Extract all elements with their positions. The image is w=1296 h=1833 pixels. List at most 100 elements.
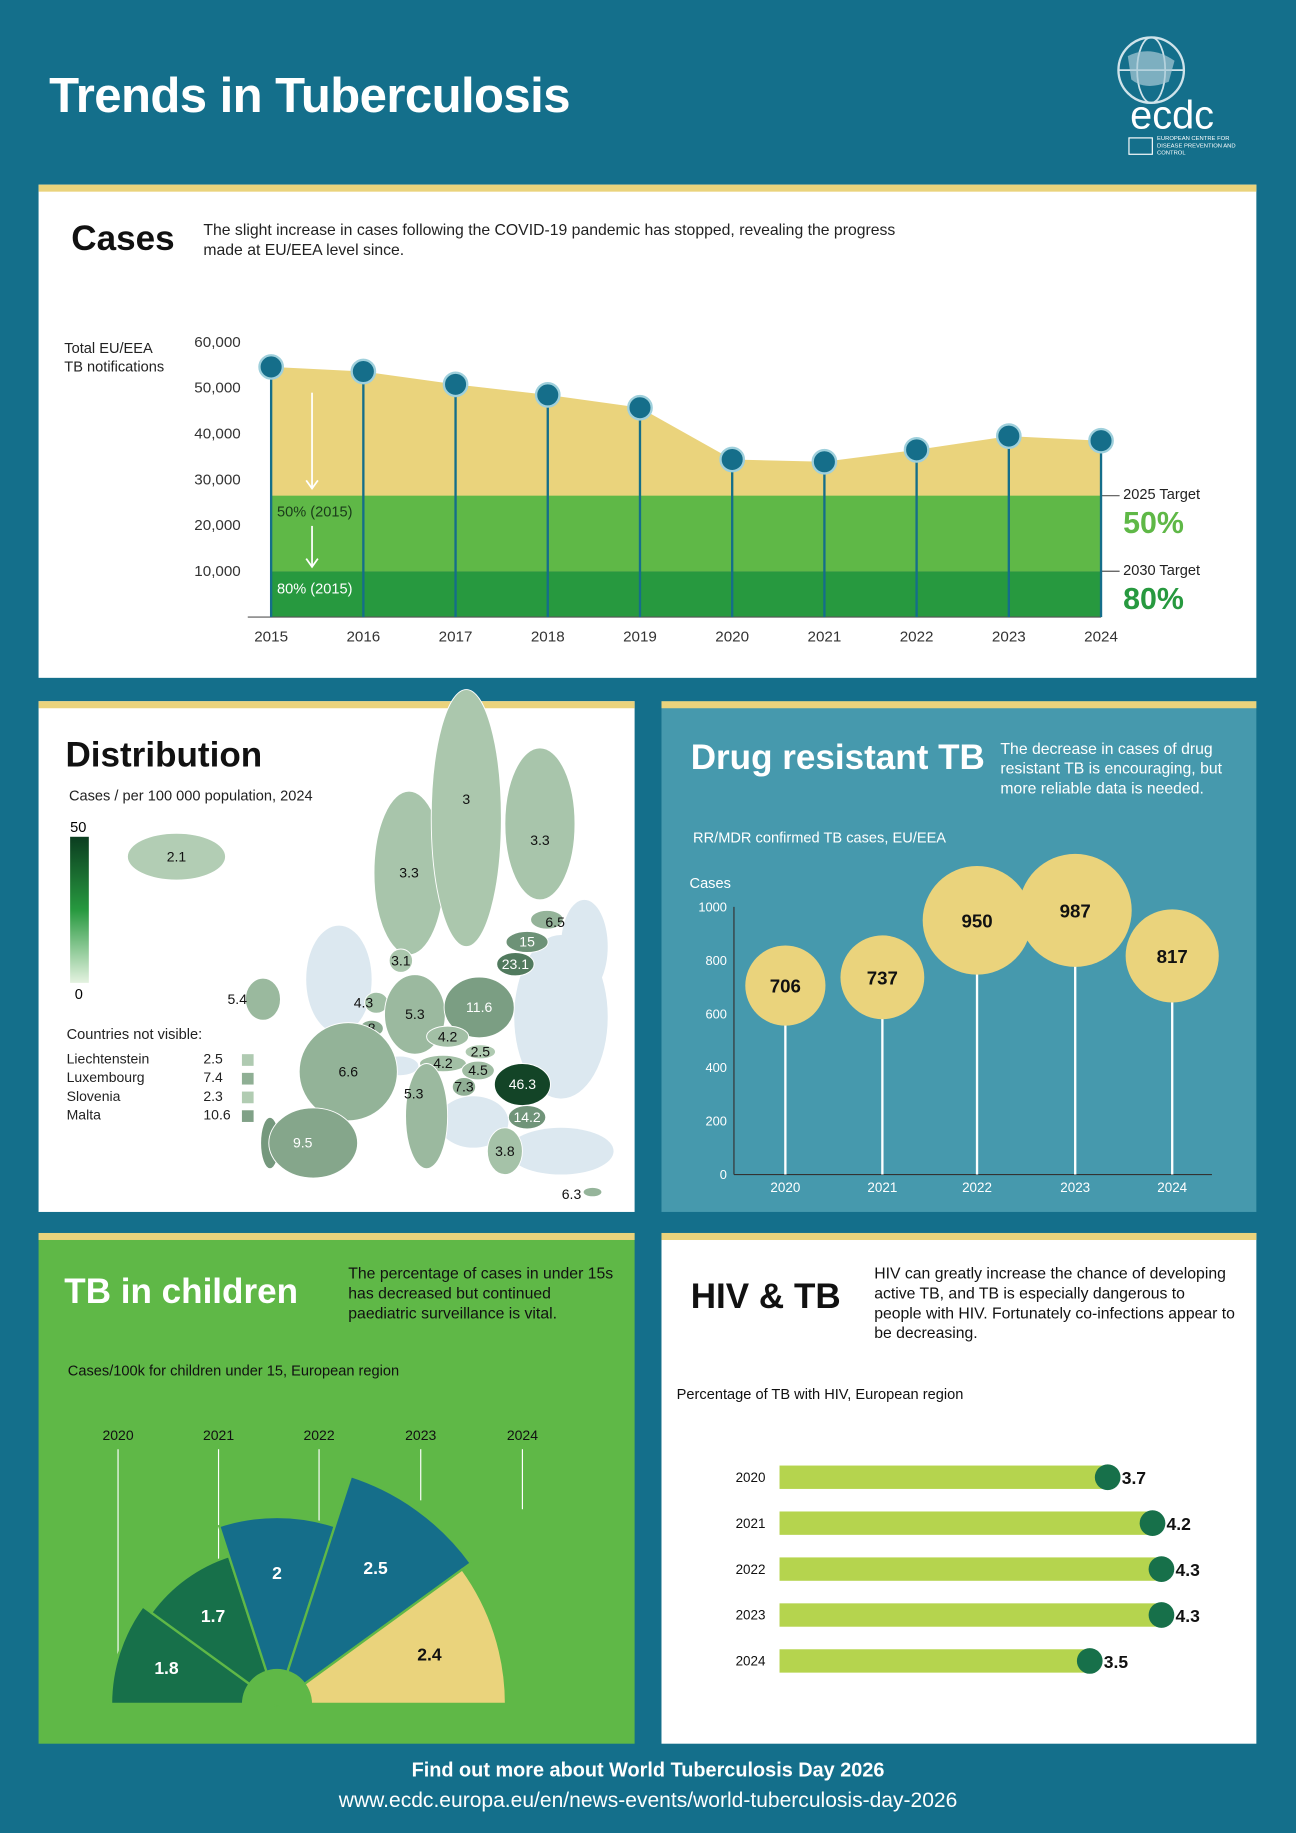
country-hungary	[461, 1060, 495, 1081]
bar-end-dot	[1094, 1464, 1121, 1491]
country-value-label: 2.1	[167, 848, 187, 864]
logo-subtitle: EUROPEAN CENTRE FOR DISEASE PREVENTION A…	[1157, 135, 1236, 157]
country-slovakia	[464, 1044, 496, 1060]
target-band-2030	[271, 571, 1102, 618]
country-latvia	[505, 930, 549, 953]
target-2025-value: 50%	[1123, 504, 1184, 540]
year-label: 2022	[303, 1427, 334, 1443]
drug-chart: Cases 0 200 400 600 800 1000 706 2020 737 2021 950 2…	[690, 853, 1219, 1195]
data-point	[442, 371, 469, 398]
country-value-label: 6.6	[339, 1063, 359, 1079]
year-label: 2023	[405, 1427, 436, 1443]
country-value-label: 4.2	[433, 1055, 453, 1071]
country-italy	[405, 1063, 449, 1170]
year-label: 2022	[736, 1562, 766, 1577]
data-point	[1088, 427, 1114, 454]
page-title: Trends in Tuberculosis	[49, 67, 570, 123]
color-scale-bar	[70, 836, 89, 983]
country-cyprus	[582, 1186, 603, 1198]
country-ireland	[244, 977, 281, 1021]
x-tick-label: 2020	[715, 629, 749, 646]
not-visible-item: Luxembourg 7.4	[67, 1069, 254, 1088]
country-value-label: 13.1	[233, 1135, 260, 1151]
country-value-label: 14.2	[513, 1109, 540, 1125]
country-value: 7.4	[203, 1069, 223, 1086]
country-greece	[486, 1127, 523, 1176]
x-tick-label: 2023	[992, 629, 1026, 646]
x-tick-label: 2018	[531, 629, 565, 646]
hiv-chart: 2020 3.7 2021 4.2 2022 4.3 2023 4.3 2024 3.5	[736, 1464, 1200, 1674]
cases-description: The slight increase in cases following t…	[203, 220, 896, 259]
bubble	[922, 865, 1032, 975]
country-value-label: 4.3	[354, 994, 374, 1010]
country-value-label: 23.1	[502, 956, 529, 972]
x-tick-label: 2017	[439, 629, 473, 646]
children-subtitle: Cases/100k for children under 15, Europe…	[67, 1362, 400, 1380]
non-eu-country	[508, 1127, 614, 1175]
country-sweden	[430, 689, 502, 948]
target-band-2025	[271, 495, 1102, 572]
target-2025-label: 2025 Target	[1123, 486, 1201, 503]
bar-value: 4.3	[1175, 1560, 1200, 1580]
y-tick-label: 1000	[698, 900, 727, 915]
not-visible-title: Countries not visible:	[66, 1026, 203, 1043]
drug-subtitle: RR/MDR confirmed TB cases, EU/EEA	[693, 829, 947, 847]
country-value-label: 11.6	[466, 999, 492, 1015]
wedge	[273, 1567, 508, 1706]
children-chart: 2020 1.8 2021 1.7 2022 2 2023 2.5 2024 2.4	[102, 1426, 539, 1706]
legend-min: 0	[74, 986, 83, 1003]
country-bulgaria	[507, 1105, 547, 1130]
y-tick-label: 200	[705, 1114, 726, 1129]
data-point	[719, 446, 746, 473]
country-czechia	[426, 1025, 470, 1048]
not-visible-list: Liechtenstein 2.5 Luxembourg 7.4 Slovenia 2.3…	[67, 1051, 254, 1126]
drug-title: Drug resistant TB	[690, 738, 985, 778]
bar-value: 4.3	[1175, 1606, 1200, 1626]
country-name: Liechtenstein	[66, 1050, 150, 1068]
country-value-label: 2.5	[471, 1044, 491, 1060]
country-value-label: 7.3	[454, 1079, 474, 1095]
footer-link[interactable]: www.ecdc.europa.eu/en/news-events/world-…	[338, 1788, 958, 1812]
y-tick-label: 800	[705, 953, 726, 968]
country-name: Luxembourg	[66, 1069, 145, 1086]
y-tick-label: 40,000	[194, 425, 240, 442]
y-tick-label: 60,000	[194, 334, 240, 351]
x-tick-label: 2019	[623, 629, 657, 646]
cases-chart: 10,000 20,000 30,000 40,000 50,000 60,000 2015…	[194, 334, 1120, 646]
arrow-down-icon	[305, 558, 319, 569]
ylabel-line: Total EU/EEA	[64, 340, 153, 357]
drug-description: The decrease in cases of drug resistant …	[1000, 739, 1223, 798]
year-label: 2021	[736, 1516, 766, 1531]
country-value: 10.6	[203, 1106, 231, 1124]
data-point	[903, 437, 930, 463]
year-label: 2020	[736, 1470, 766, 1485]
country-value: 2.5	[203, 1050, 223, 1068]
children-title: TB in children	[64, 1272, 299, 1312]
wedge-value: 2	[272, 1563, 282, 1583]
x-tick-label: 2024	[1084, 629, 1118, 646]
y-tick-label: 20,000	[194, 517, 240, 534]
non-eu-country	[560, 899, 608, 994]
country-name: Malta	[66, 1106, 101, 1124]
country-value-label: 5.4	[228, 991, 248, 1007]
year-label: 2023	[736, 1608, 766, 1623]
wedge-value: 2.4	[417, 1644, 442, 1664]
bar-end-dot	[1076, 1648, 1103, 1674]
hiv-subtitle: Percentage of TB with HIV, European regi…	[676, 1386, 964, 1403]
bar-end-dot	[1139, 1510, 1166, 1537]
target-2030-label: 2030 Target	[1123, 562, 1201, 579]
non-eu-country	[438, 1096, 509, 1148]
distribution-subtitle: Cases / per 100 000 population, 2024	[68, 787, 313, 805]
bar-end-dot	[1148, 1556, 1175, 1582]
bubble	[840, 935, 925, 1020]
non-eu-country	[306, 925, 372, 1034]
country-lithuania	[496, 952, 535, 977]
legend-max: 50	[70, 819, 87, 836]
country-spain	[268, 1107, 359, 1179]
country-value-label: 6.5	[545, 914, 565, 930]
bar-value: 3.5	[1104, 1652, 1129, 1672]
country-croatia	[451, 1077, 477, 1097]
country-value-label: 3.3	[530, 832, 550, 848]
country-value-label: 3	[462, 791, 470, 807]
country-value-label: 3.3	[399, 865, 419, 881]
